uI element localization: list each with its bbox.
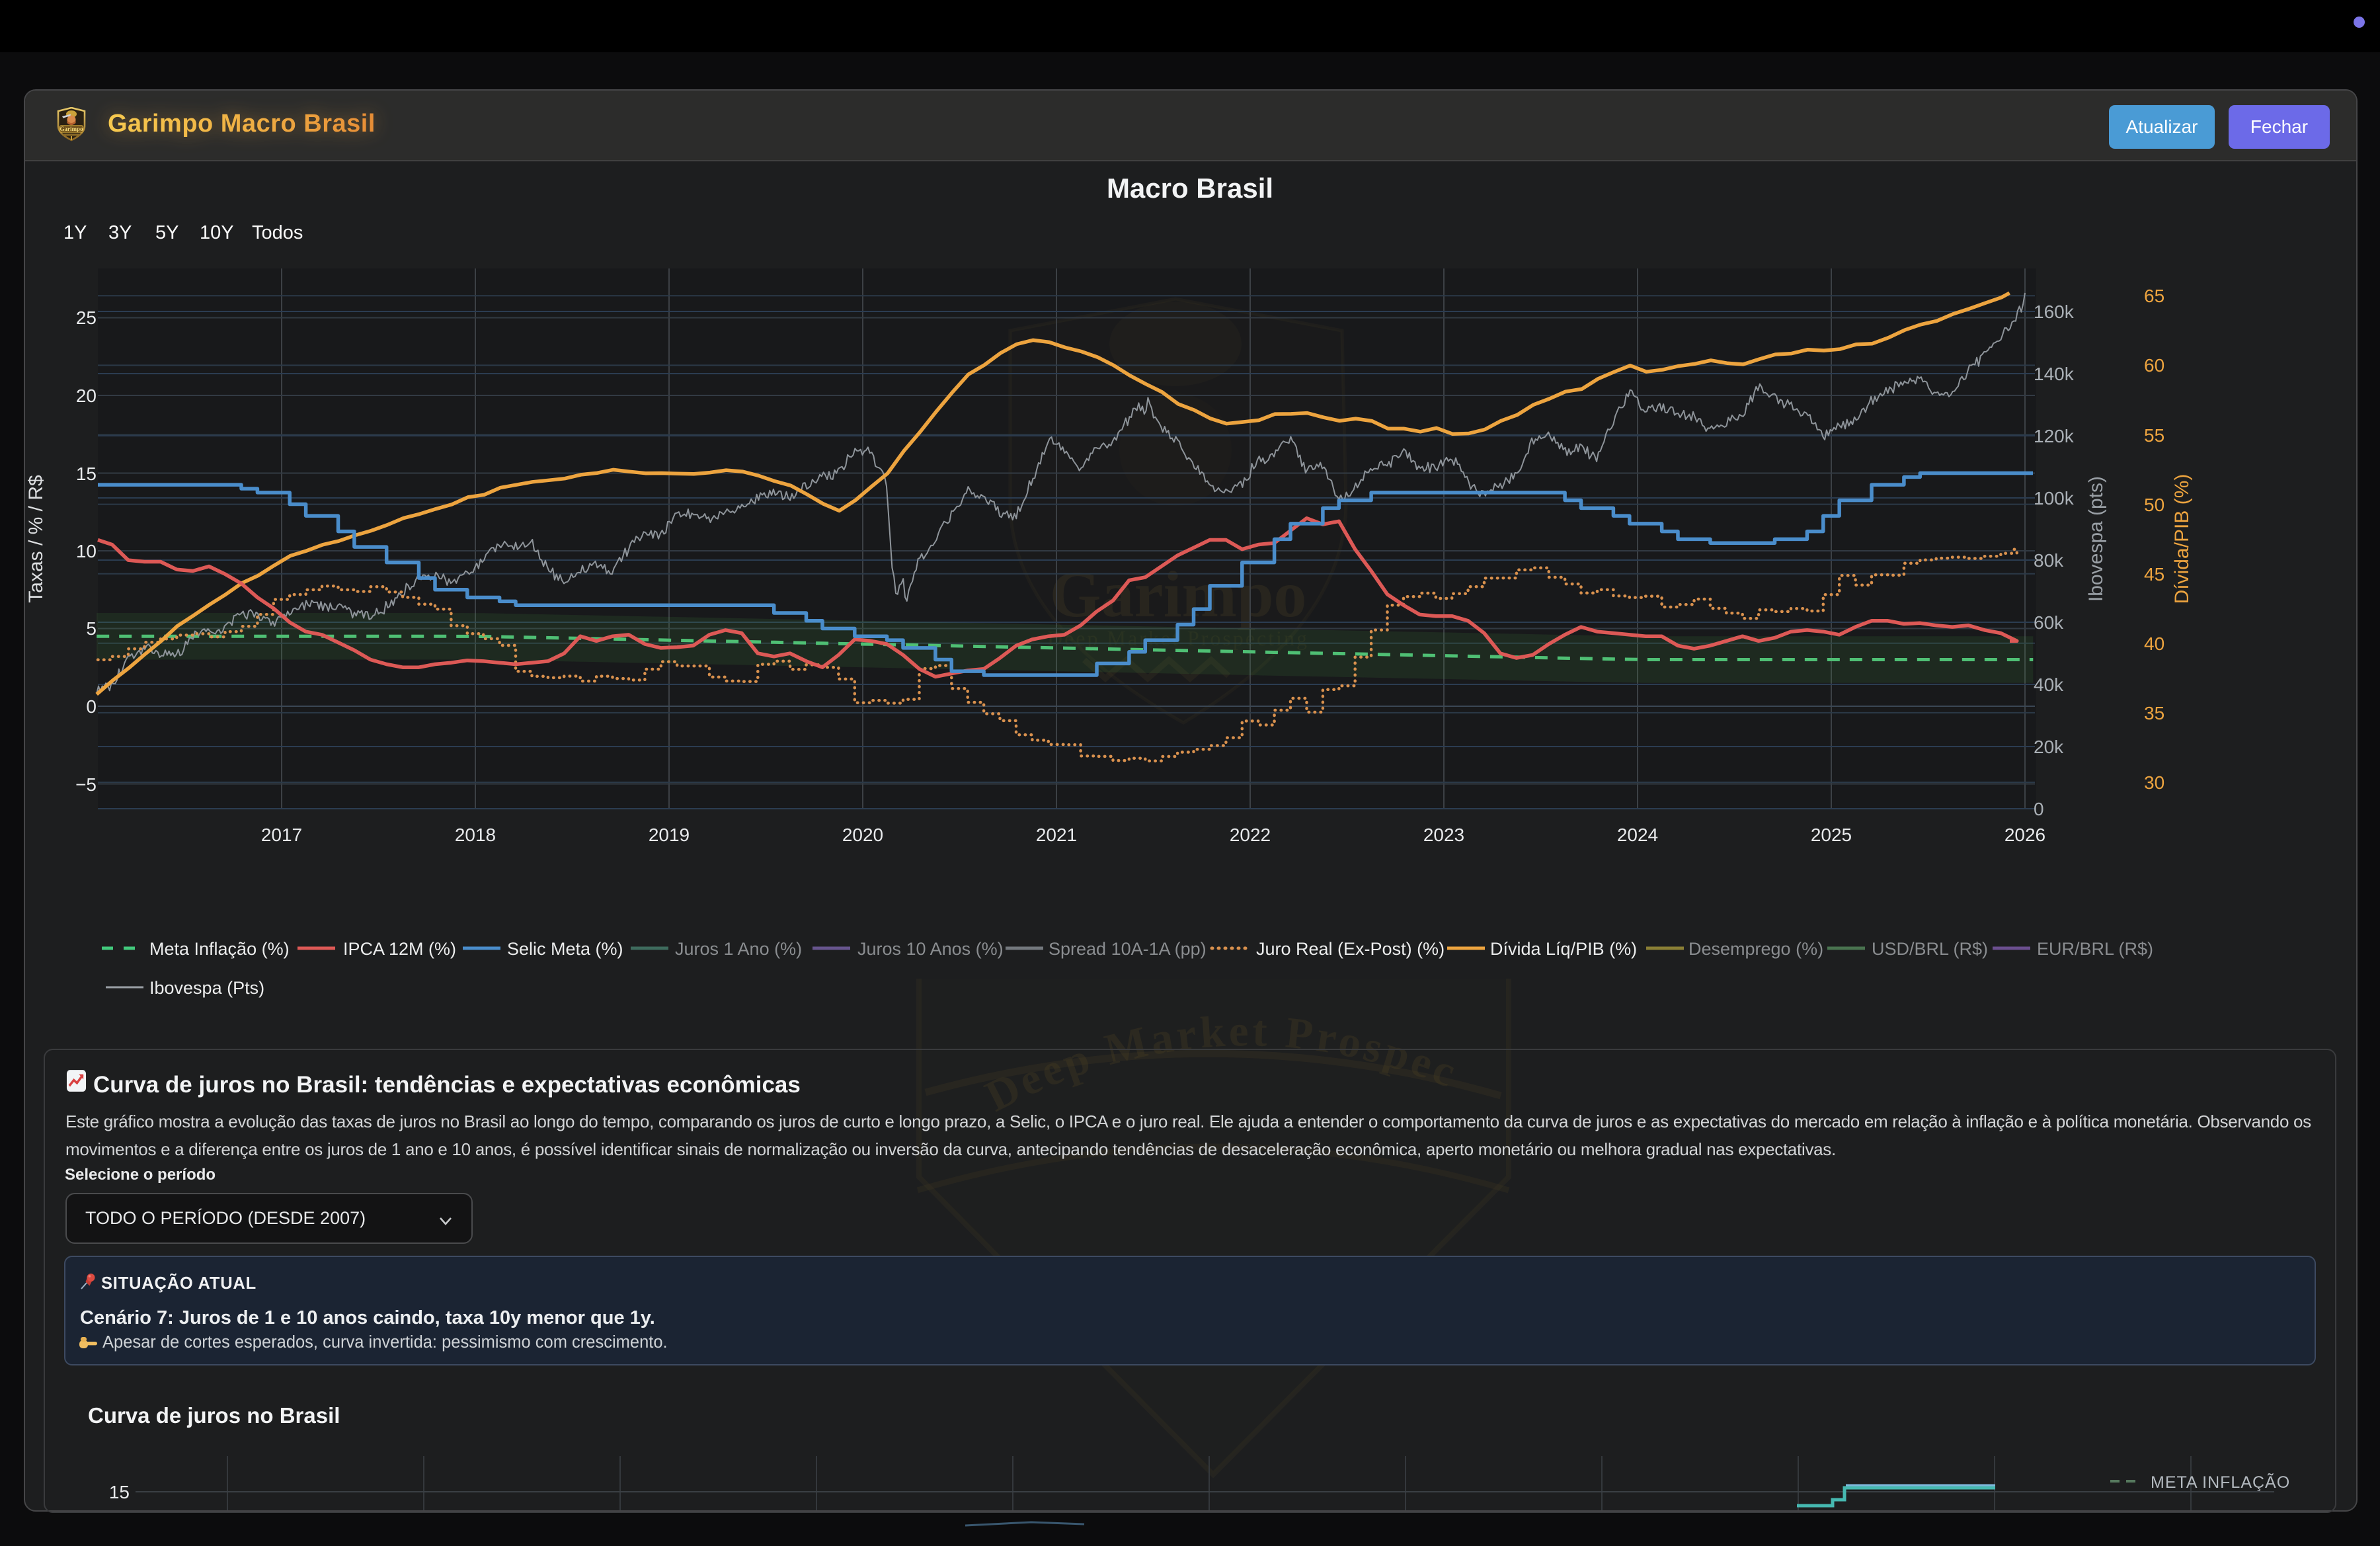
- svg-text:Deep Market Prospecting: Deep Market Prospecting: [1047, 626, 1309, 650]
- svg-text:Garimpo: Garimpo: [1050, 557, 1307, 631]
- svg-text:Garimpo: Garimpo: [60, 126, 83, 132]
